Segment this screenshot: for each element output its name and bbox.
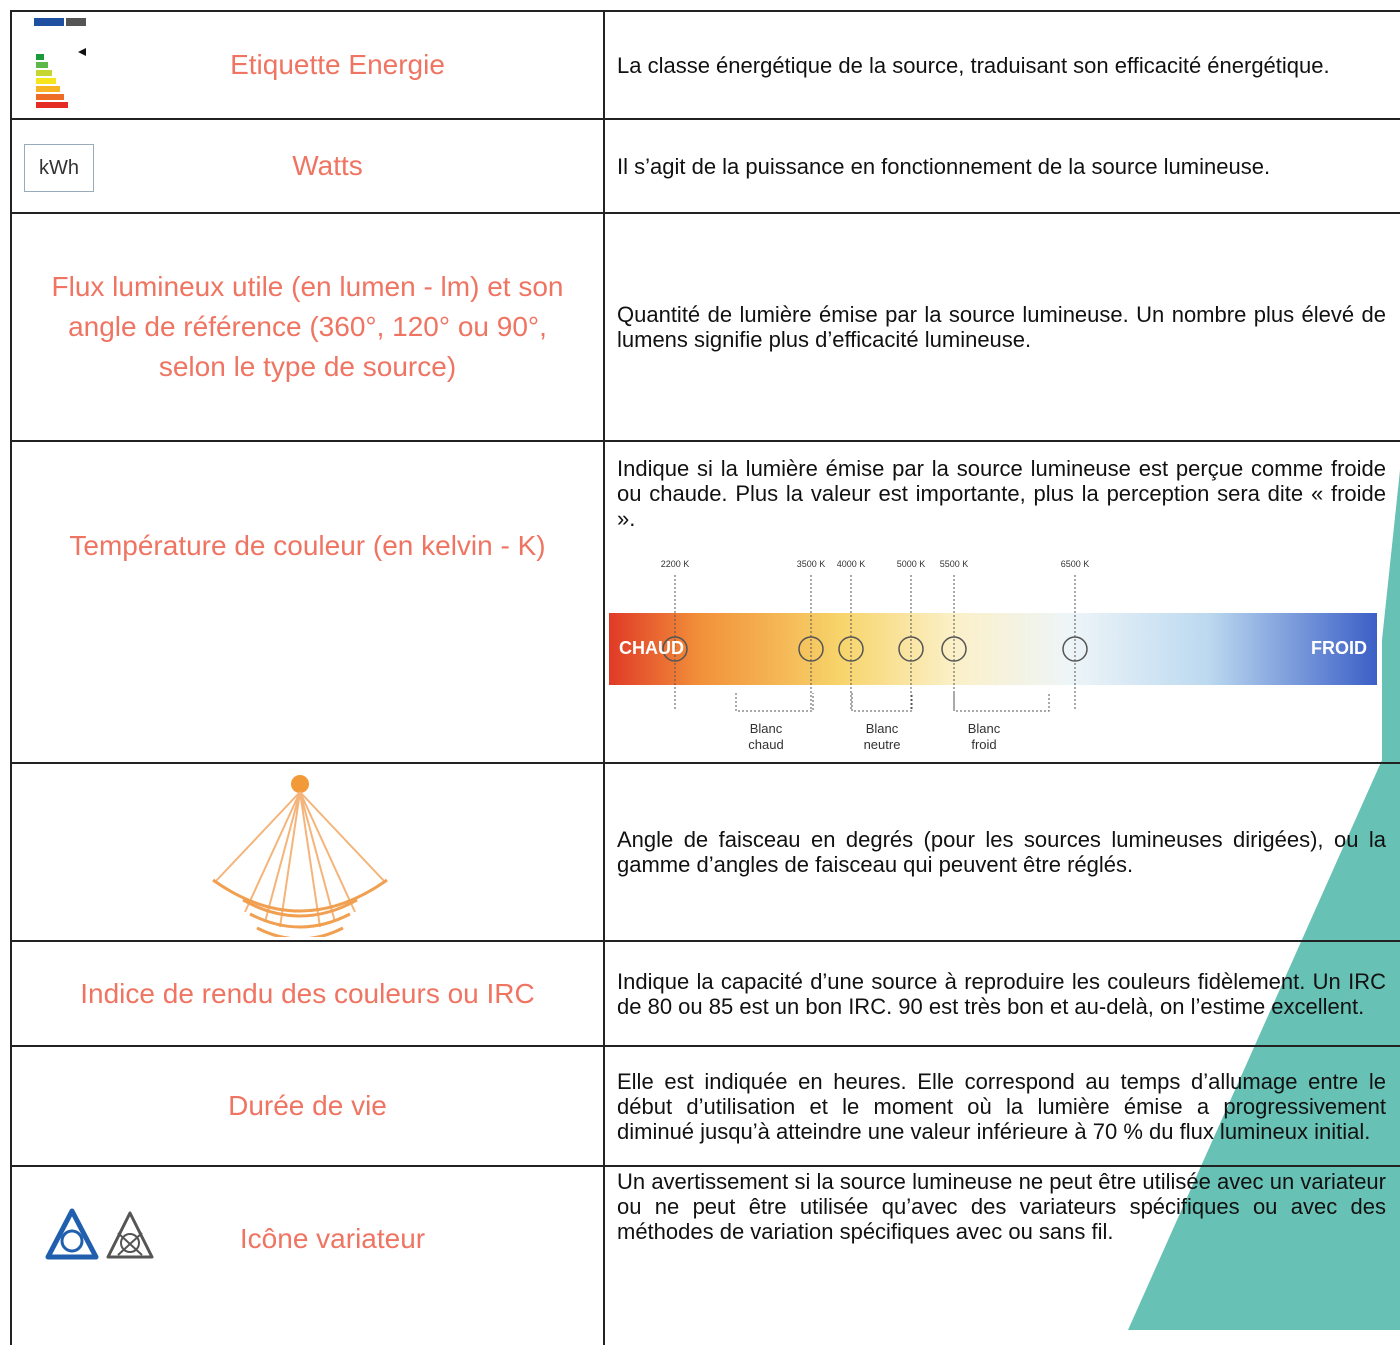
temperature-label: 4000 K [837,559,866,569]
label-cell: Température de couleur (en kelvin - K) [10,442,605,762]
description-cell: Un avertissement si la source lumineuse … [605,1167,1390,1345]
description: Indique la capacité d’une source à repro… [617,968,1386,1019]
row: Température de couleur (en kelvin - K) I… [10,440,1400,762]
watts-icon: kWh [24,144,94,192]
description: Indique si la lumière émise par la sourc… [617,456,1386,531]
temperature-label: 5500 K [940,559,969,569]
label-cell: Etiquette Energie [10,12,605,118]
description: La classe énergétique de la source, trad… [617,52,1330,78]
row: Durée de vie Elle est indiquée en heures… [10,1045,1400,1165]
group-bracket [953,693,1050,712]
beam-icon [212,775,388,937]
description: Il s’agit de la puissance en fonctionnem… [617,153,1271,179]
cold-label: FROID [1311,638,1367,658]
color-scale: 2200 K 3500 K 4000 K 5000 K 5500 K 6500 K Blan… [609,559,1377,752]
label: Etiquette Energie [230,49,445,80]
label-cell: Durée de vie [10,1047,605,1165]
marker [941,636,967,662]
row: Angle de faisceau en degrés (pour les so… [10,762,1400,940]
label: Watts [292,150,363,181]
group-label: Blanc chaud [748,721,783,752]
marker [898,636,924,662]
description-cell: Angle de faisceau en degrés (pour les so… [605,764,1390,940]
group-label: Blanc froid [968,721,1001,752]
temperature-label: 6500 K [1061,559,1090,569]
label-cell: Indice de rendu des couleurs ou IRC [10,942,605,1045]
description-cell: Il s’agit de la puissance en fonctionnem… [605,120,1390,212]
description: Un avertissement si la source lumineuse … [617,1169,1386,1244]
label-cell: Flux lumineux utile (en lumen - lm) et s… [10,214,605,440]
group-bracket [851,693,913,712]
row: Indice de rendu des couleurs ou IRC Indi… [10,940,1400,1045]
label: Flux lumineux utile (en lumen - lm) et s… [51,271,564,382]
description-cell: Elle est indiquée en heures. Elle corres… [605,1047,1390,1165]
dimmer-icon [45,1208,154,1260]
description: Elle est indiquée en heures. Elle corres… [617,1068,1386,1144]
energy-icon [34,18,86,108]
label: Icône variateur [239,1223,426,1254]
description-cell: Indique si la lumière émise par la sourc… [605,442,1390,762]
marker [1062,636,1088,662]
description: Quantité de lumière émise par la source … [617,302,1386,352]
marker [798,636,824,662]
row: Etiquette Energie La classe énergétique … [10,10,1400,118]
marker [662,636,688,662]
label: Durée de vie [228,1090,387,1121]
warm-label: CHAUD [619,638,684,658]
row: Icône variateur Un avertissement si la s… [10,1165,1400,1345]
label: Indice de rendu des couleurs ou IRC [80,977,535,1009]
label: Température de couleur (en kelvin - K) [69,530,546,561]
temperature-label: 2200 K [661,559,690,569]
temperature-label: 5000 K [897,559,926,569]
group-bracket [735,693,814,712]
temperature-label: 3500 K [797,559,826,569]
group-label: Blanc neutre [864,721,901,752]
label-cell [10,764,605,940]
label-cell: Icône variateur [10,1167,605,1345]
description: Angle de faisceau en degrés (pour les so… [617,827,1386,877]
row: Flux lumineux utile (en lumen - lm) et s… [10,212,1400,440]
gradient-bar [609,613,1377,685]
row: Watts kWh Il s’agit de la puissance en f… [10,118,1400,212]
label-cell: Watts [10,120,605,212]
description-cell: La classe énergétique de la source, trad… [605,12,1390,118]
description-cell: Quantité de lumière émise par la source … [605,214,1390,440]
description-cell: Indique la capacité d’une source à repro… [605,942,1390,1045]
marker [838,636,864,662]
